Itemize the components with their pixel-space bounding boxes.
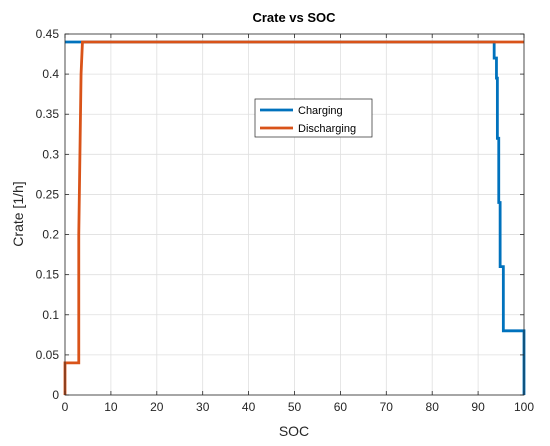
y-tick-label: 0.25 xyxy=(36,187,60,201)
chart-title: Crate vs SOC xyxy=(252,10,336,25)
x-tick-label: 70 xyxy=(380,400,394,414)
legend-label-discharging: Discharging xyxy=(298,123,356,135)
legend-box xyxy=(254,98,373,138)
ticks: 0 10 20 30 40 50 60 70 80 90 100 0 0.05 0.1 0.15 0.2 0.2… xyxy=(36,27,535,414)
x-tick-label: 0 xyxy=(62,400,69,414)
x-tick-label: 90 xyxy=(471,400,485,414)
y-tick-label: 0.4 xyxy=(42,67,59,81)
x-tick-label: 80 xyxy=(426,400,440,414)
x-tick-label: 10 xyxy=(104,400,118,414)
series-group xyxy=(63,40,526,395)
x-tick-label: 50 xyxy=(288,400,302,414)
x-tick-label: 30 xyxy=(196,400,210,414)
legend: Charging Discharging xyxy=(254,98,373,138)
y-tick-label: 0.1 xyxy=(42,308,59,322)
x-tick-label: 40 xyxy=(242,400,256,414)
y-tick-label: 0.15 xyxy=(36,268,60,282)
y-tick-label: 0.35 xyxy=(36,107,60,121)
series-line-discharging xyxy=(63,40,524,395)
series-line-charging xyxy=(65,40,526,395)
x-tick-label: 100 xyxy=(514,400,534,414)
y-tick-label: 0.45 xyxy=(36,27,60,41)
x-tick-label: 20 xyxy=(150,400,164,414)
y-tick-label: 0.3 xyxy=(42,147,59,161)
legend-label-charging: Charging xyxy=(298,105,343,117)
y-tick-label: 0 xyxy=(52,388,59,402)
y-tick-label: 0.05 xyxy=(36,348,60,362)
x-tick-label: 60 xyxy=(334,400,348,414)
y-axis-label: Crate [1/h] xyxy=(10,181,26,246)
x-axis-label: SOC xyxy=(279,423,309,439)
y-tick-label: 0.2 xyxy=(42,228,59,242)
